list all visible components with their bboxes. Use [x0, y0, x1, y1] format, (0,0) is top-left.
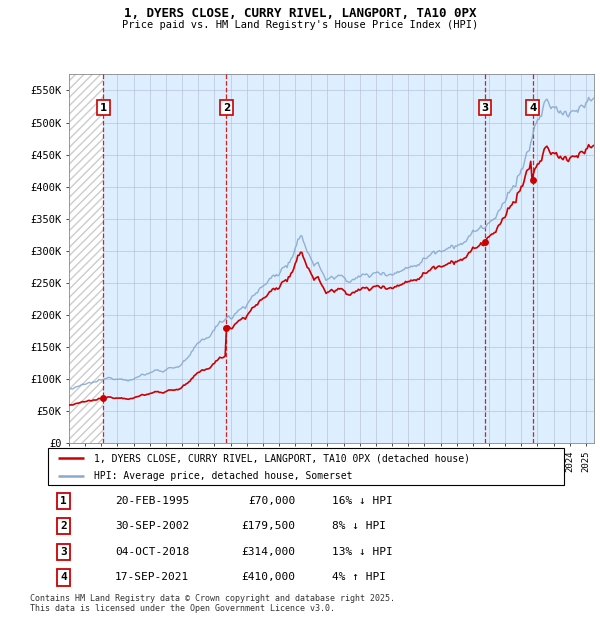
Text: 8% ↓ HPI: 8% ↓ HPI: [332, 521, 386, 531]
Text: 4% ↑ HPI: 4% ↑ HPI: [332, 572, 386, 582]
Text: 1, DYERS CLOSE, CURRY RIVEL, LANGPORT, TA10 0PX (detached house): 1, DYERS CLOSE, CURRY RIVEL, LANGPORT, T…: [94, 453, 470, 463]
Bar: [69, 74, 103, 443]
Bar: [69, 74, 103, 443]
Text: 2: 2: [60, 521, 67, 531]
Text: 17-SEP-2021: 17-SEP-2021: [115, 572, 190, 582]
Text: 1, DYERS CLOSE, CURRY RIVEL, LANGPORT, TA10 0PX: 1, DYERS CLOSE, CURRY RIVEL, LANGPORT, T…: [124, 7, 476, 20]
Text: Price paid vs. HM Land Registry's House Price Index (HPI): Price paid vs. HM Land Registry's House …: [122, 20, 478, 30]
Text: 04-OCT-2018: 04-OCT-2018: [115, 547, 190, 557]
Text: 30-SEP-2002: 30-SEP-2002: [115, 521, 190, 531]
Text: 20-FEB-1995: 20-FEB-1995: [115, 496, 190, 506]
Text: 1: 1: [100, 102, 107, 113]
Text: Contains HM Land Registry data © Crown copyright and database right 2025.
This d: Contains HM Land Registry data © Crown c…: [30, 594, 395, 613]
Text: 4: 4: [60, 572, 67, 582]
Text: £179,500: £179,500: [242, 521, 296, 531]
Text: HPI: Average price, detached house, Somerset: HPI: Average price, detached house, Some…: [94, 471, 353, 480]
Text: 4: 4: [529, 102, 536, 113]
Text: 1: 1: [60, 496, 67, 506]
Text: 3: 3: [481, 102, 489, 113]
Text: £314,000: £314,000: [242, 547, 296, 557]
Text: 13% ↓ HPI: 13% ↓ HPI: [332, 547, 392, 557]
Text: 2: 2: [223, 102, 230, 113]
Text: 16% ↓ HPI: 16% ↓ HPI: [332, 496, 392, 506]
Text: 3: 3: [60, 547, 67, 557]
Text: £70,000: £70,000: [248, 496, 296, 506]
Text: £410,000: £410,000: [242, 572, 296, 582]
